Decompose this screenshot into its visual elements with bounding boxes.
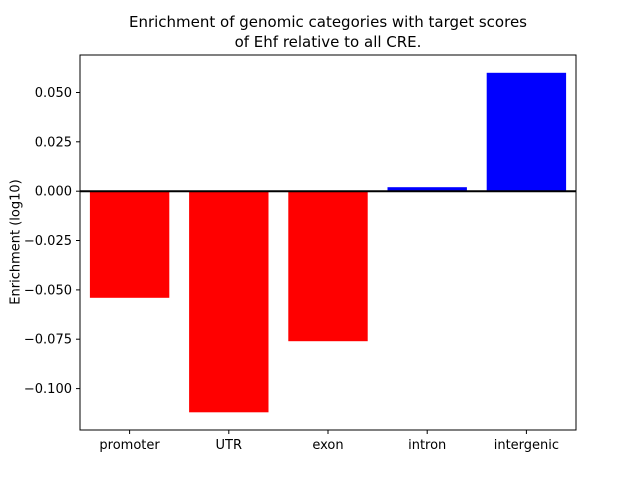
bar-promoter [89,191,170,298]
bar-intron [387,187,467,192]
x-tick-label-intergenic: intergenic [494,438,559,453]
y-tick-label: 0.000 [35,185,72,200]
bar-exon [288,191,368,342]
x-tick-label-intron: intron [408,438,446,453]
x-tick-label-UTR: UTR [216,438,243,453]
bar-UTR [189,191,269,413]
y-tick-label: −0.050 [24,283,72,298]
y-tick-label: −0.100 [24,382,72,397]
y-tick-label: 0.050 [35,86,72,101]
y-tick-label: −0.025 [24,234,72,249]
axes-box [79,54,577,431]
y-tick-label: −0.075 [24,333,72,348]
y-tick-label: 0.025 [35,135,72,150]
x-tick-label-exon: exon [312,438,343,453]
y-axis-label: Enrichment (log10) [8,179,24,305]
chart-title: Enrichment of genomic categories with ta… [128,13,527,51]
bar-intergenic [486,72,567,192]
x-tick-label-promoter: promoter [99,438,160,453]
